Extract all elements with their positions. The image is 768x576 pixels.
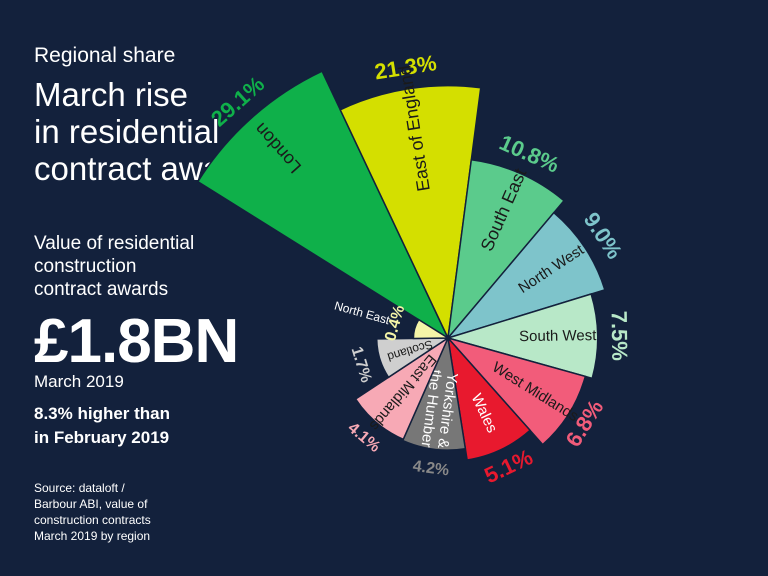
measure-description: Value of residential construction contra…: [34, 232, 194, 301]
change-line: 8.3% higher than: [34, 404, 171, 423]
pie-slice-scotland: [375, 337, 451, 379]
value-label: 1.7%: [348, 345, 375, 385]
source-line: construction contracts: [34, 513, 151, 527]
change-note: 8.3% higher than in February 2019: [34, 402, 170, 450]
measure-line: construction: [34, 256, 137, 277]
pie-slice-south-east: [446, 158, 566, 341]
source-line: Barbour ABI, value of: [34, 497, 148, 511]
measure-line: contract awards: [34, 279, 169, 300]
pie-slice-south-west: [445, 293, 599, 380]
source-note: Source: dataloft / Barbour ABI, value of…: [34, 480, 151, 544]
total-value: £1.8BN: [34, 307, 239, 376]
pie-slice-london: [196, 70, 450, 340]
measure-line: Value of residential: [34, 233, 195, 254]
kicker: Regional share: [34, 44, 176, 67]
pie-slice-east-midlands: [354, 335, 450, 441]
pie-slice-north-east: [412, 318, 451, 340]
category-label: South West: [519, 327, 597, 345]
period-label: March 2019: [34, 372, 124, 391]
pie-slice-wales: [446, 335, 532, 461]
source-line: Source: dataloft /: [34, 481, 125, 495]
pie-slice-east-of-england: [339, 84, 482, 341]
pie-slice-yorkshire-the-humber: [401, 335, 467, 451]
title-line: March rise: [34, 76, 189, 113]
pie-slice-west-midlands: [445, 336, 587, 446]
title-line: in residential: [34, 113, 220, 150]
source-line: March 2019 by region: [34, 529, 151, 543]
value-label: 4.2%: [412, 458, 450, 480]
pie-slice-north-west: [445, 211, 606, 340]
value-label: 7.5%: [607, 311, 633, 361]
category-label: North East: [333, 299, 392, 328]
change-line: in February 2019: [34, 428, 170, 447]
